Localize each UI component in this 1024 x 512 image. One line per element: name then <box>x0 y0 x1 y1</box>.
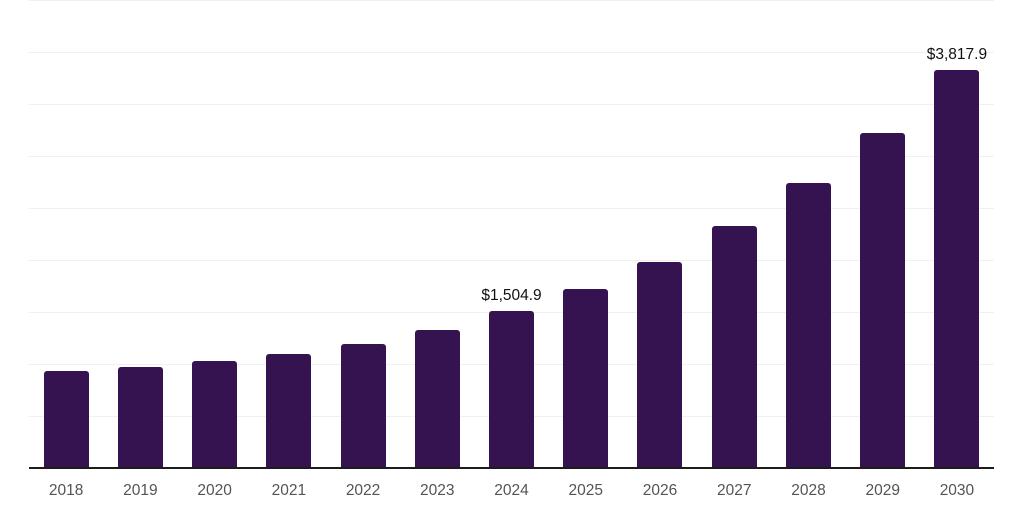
x-tick-label-2025: 2025 <box>568 482 603 499</box>
x-tick-label-2024: 2024 <box>494 482 529 499</box>
bar-group-2024: $1,504.9 <box>474 0 548 467</box>
bar-group-2028 <box>771 0 845 467</box>
x-tick-label-2021: 2021 <box>271 482 307 499</box>
bar-group-2030: $3,817.9 <box>920 0 994 467</box>
bar-2024 <box>489 310 535 467</box>
bar-2021 <box>266 353 312 467</box>
bar-2020 <box>192 361 238 467</box>
bar-group-2022 <box>326 0 400 467</box>
x-tick-label-2026: 2026 <box>642 482 678 499</box>
bar-2027 <box>711 226 757 467</box>
x-tick-label-2022: 2022 <box>345 482 381 499</box>
bar-2023 <box>414 329 460 467</box>
bar-2022 <box>340 344 386 467</box>
bar-2028 <box>785 182 831 467</box>
x-tick-label-2028: 2028 <box>791 482 826 499</box>
data-label-2024: $1,504.9 <box>481 286 542 304</box>
x-tick-label-2019: 2019 <box>123 482 158 499</box>
bar-chart: $1,504.9 $3,817.9 <box>29 0 994 469</box>
gridline-3000 <box>29 156 994 157</box>
x-axis-line <box>29 467 994 469</box>
bar-2030 <box>934 69 980 467</box>
bar-2029 <box>860 133 906 467</box>
bar-2018 <box>43 371 89 467</box>
bar-group-2021 <box>252 0 326 467</box>
x-tick-label-2023: 2023 <box>420 482 455 499</box>
bar-group-2029 <box>846 0 920 467</box>
gridline-2000 <box>29 260 994 261</box>
bar-group-2020 <box>177 0 251 467</box>
x-tick-label-2018: 2018 <box>48 482 84 499</box>
data-label-2030: $3,817.9 <box>926 45 988 63</box>
bar-2019 <box>117 367 163 467</box>
x-tick-label-2020: 2020 <box>197 482 232 499</box>
bar-group-2018 <box>29 0 103 467</box>
x-tick-label-2030: 2030 <box>939 482 975 499</box>
gridline-4000 <box>29 52 994 53</box>
x-axis-labels: 2018 2019 2020 2021 2022 2023 2024 2025 2026 2027… <box>29 482 994 500</box>
plot-area: $1,504.9 $3,817.9 <box>29 0 994 467</box>
bar-2026 <box>637 262 683 467</box>
bar-group-2023 <box>400 0 474 467</box>
bar-2025 <box>563 289 609 467</box>
gridline-3500 <box>29 104 994 105</box>
bar-group-2019 <box>103 0 177 467</box>
x-tick-label-2029: 2029 <box>865 482 900 499</box>
x-tick-label-2027: 2027 <box>716 482 752 499</box>
bar-group-2027 <box>697 0 771 467</box>
gridline-4500 <box>29 0 994 1</box>
bar-group-2026 <box>623 0 697 467</box>
bar-group-2025 <box>549 0 623 467</box>
gridline-2500 <box>29 208 994 209</box>
